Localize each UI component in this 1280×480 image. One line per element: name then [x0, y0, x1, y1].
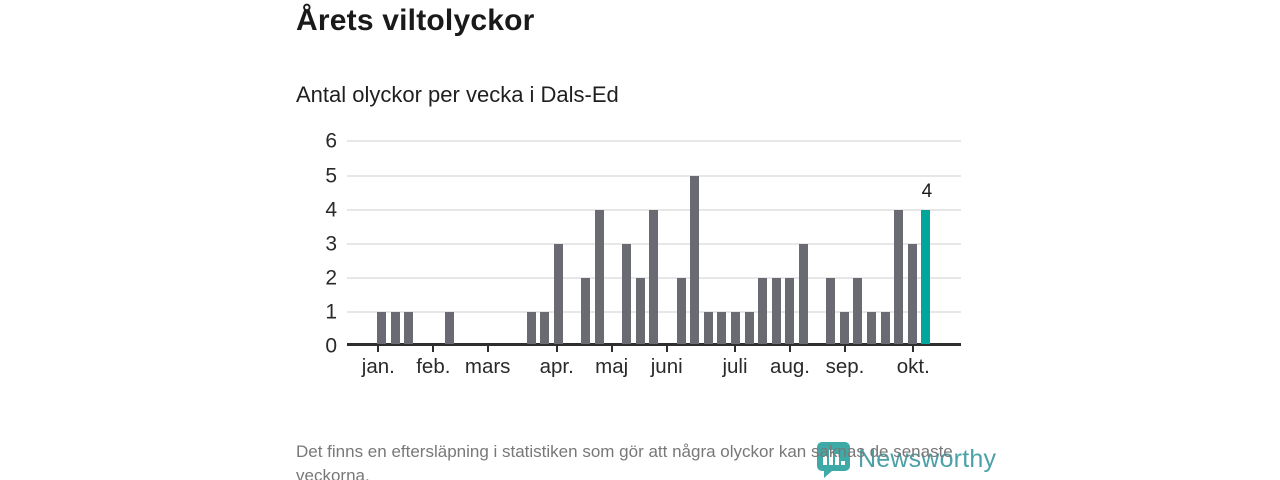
month-tick [432, 345, 435, 352]
bar [635, 277, 645, 344]
gridline [347, 208, 961, 211]
y-tick-label: 5 [325, 164, 337, 187]
bar [758, 277, 768, 344]
bar [771, 277, 781, 344]
bar [445, 311, 455, 344]
month-tick [377, 345, 380, 352]
bar-value-annotation: 4 [921, 180, 933, 202]
bar [853, 277, 863, 344]
bar [581, 277, 591, 344]
newsworthy-wordmark: Newsworthy [858, 445, 997, 473]
bar [894, 209, 904, 344]
chart-subtitle: Antal olyckor per vecka i Dals-Ed [296, 82, 619, 107]
y-tick-label: 2 [325, 266, 337, 290]
bar [798, 243, 808, 344]
bar [594, 209, 604, 344]
month-tick [555, 345, 558, 352]
bar [690, 175, 700, 344]
bar [404, 311, 414, 344]
bar [540, 311, 550, 344]
plot-area: 0 1 2 3 4 5 6 4 jan. feb. mars apr. maj juni juli aug. s… [325, 131, 961, 378]
newsworthy-logo: Newsworthy [815, 440, 996, 478]
x-axis-line [347, 343, 961, 346]
bar [377, 311, 387, 344]
month-label: feb. [416, 355, 451, 378]
bar [390, 311, 400, 344]
y-tick-label: 1 [325, 300, 337, 324]
bar [826, 277, 836, 344]
month-tick [789, 345, 791, 352]
bar [839, 311, 849, 344]
bar [622, 243, 632, 344]
bar [866, 311, 876, 344]
month-tick [912, 345, 915, 352]
bar [744, 311, 754, 344]
month-label: juli [722, 355, 748, 378]
bar [526, 311, 536, 344]
month-tick [665, 345, 668, 352]
month-label: aug. [770, 355, 810, 378]
month-label: maj [595, 355, 629, 378]
y-tick-label: 3 [325, 232, 337, 256]
bar [703, 311, 713, 344]
month-label: mars [464, 355, 511, 378]
month-label: juni [650, 355, 683, 378]
month-tick [486, 345, 489, 352]
newsworthy-pin-icon [817, 442, 850, 478]
bar [730, 311, 740, 344]
bar [880, 311, 890, 344]
bar [785, 277, 795, 344]
month-label: okt. [896, 355, 930, 378]
bar [717, 311, 727, 344]
month-label: sep. [825, 355, 865, 378]
gridline [347, 174, 961, 177]
chart-title: Årets viltolyckor [296, 4, 535, 37]
footnote: Det finns en eftersläpning i statistiken… [296, 442, 953, 480]
bar [907, 243, 917, 344]
month-label: apr. [539, 355, 574, 378]
month-label: jan. [361, 355, 395, 378]
month-tick [844, 345, 846, 352]
bar [649, 209, 659, 344]
y-tick-label: 0 [325, 334, 337, 358]
bar [554, 243, 564, 344]
gridline [347, 140, 961, 143]
bar [676, 277, 686, 344]
month-tick [610, 345, 613, 352]
y-tick-label: 6 [325, 129, 337, 153]
month-tick [733, 345, 736, 352]
highlight-bar [921, 209, 931, 344]
y-tick-label: 4 [325, 198, 337, 222]
